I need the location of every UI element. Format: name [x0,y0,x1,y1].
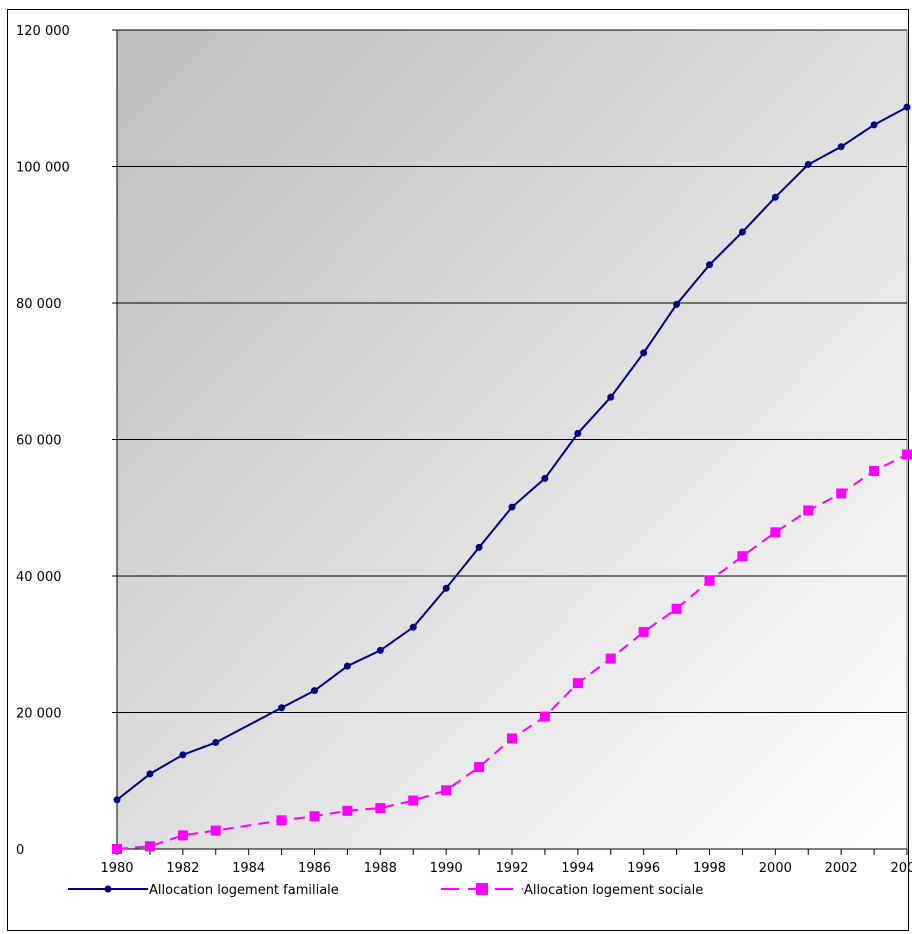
data-point [474,762,485,773]
y-tick-label: 120 000 [16,24,70,39]
legend: Allocation logement familiale Allocation … [68,883,703,898]
data-point [409,623,417,631]
data-point [278,704,286,712]
data-point [311,687,318,695]
data-point [836,488,847,499]
axes: 0 20 000 40 000 60 000 80 000 100 000 120 000 1… [16,24,912,876]
x-tick-label: 1982 [166,861,199,876]
legend-marker [476,883,488,895]
data-point [605,653,616,664]
data-point [638,626,649,637]
data-point [177,830,188,841]
series-layer [112,103,912,854]
series-familiale [113,103,911,804]
data-point [902,449,912,460]
data-point [146,770,154,778]
data-point [309,811,320,822]
data-point [771,193,779,201]
series-line [116,106,908,801]
x-tick-label: 1994 [561,861,594,876]
data-point [837,143,845,151]
data-point [212,739,220,747]
legend-label: Allocation logement sociale [524,883,703,898]
series-line [116,453,908,850]
gridlines [117,29,907,713]
x-tick-label: 1980 [100,861,133,876]
data-point [574,429,582,437]
data-point [210,825,221,836]
data-point [408,795,419,806]
y-tick-label: 20 000 [16,707,62,722]
data-point [903,103,911,111]
data-point [870,121,878,129]
data-point [375,803,386,814]
data-point [179,751,187,759]
data-point [144,841,155,852]
data-point [276,815,287,826]
legend-label: Allocation logement familiale [149,883,339,898]
data-point [738,228,746,236]
data-point [704,575,715,586]
data-point [442,584,450,592]
data-point [572,678,583,689]
data-point [112,844,122,854]
data-point [671,603,682,614]
x-tick-label: 2004 [890,861,912,876]
data-point [770,527,781,538]
x-tick-label: 1992 [495,861,528,876]
data-point [607,393,615,401]
data-point [441,785,452,796]
legend-marker [104,885,112,893]
data-point [113,796,121,804]
data-point [640,349,648,357]
x-tick-label: 2000 [759,861,792,876]
series-sociale [112,449,912,854]
x-tick-label: 1986 [298,861,331,876]
data-point [706,261,713,269]
y-tick-label: 40 000 [16,570,62,585]
data-point [803,505,814,516]
legend-item: Allocation logement familiale [68,883,339,898]
data-point [376,646,384,654]
x-tick-label: 1990 [430,861,463,876]
data-point [541,474,549,482]
x-tick-label: 1984 [232,861,265,876]
data-point [507,733,517,744]
data-point [343,662,351,670]
x-tick-label: 1988 [364,861,397,876]
data-point [539,711,550,722]
data-point [869,465,880,476]
data-point [673,300,681,308]
data-point [804,160,812,168]
legend-item: Allocation logement sociale [441,883,703,898]
data-point [342,805,353,816]
y-tick-label: 80 000 [16,297,62,312]
x-tick-label: 2002 [825,861,858,876]
y-tick-label: 60 000 [16,434,62,449]
data-point [508,503,516,511]
x-tick-label: 1998 [693,861,726,876]
data-point [475,543,483,551]
y-tick-label: 0 [16,843,24,858]
data-point [737,551,748,562]
y-tick-label: 100 000 [16,161,70,176]
x-tick-label: 1996 [627,861,660,876]
